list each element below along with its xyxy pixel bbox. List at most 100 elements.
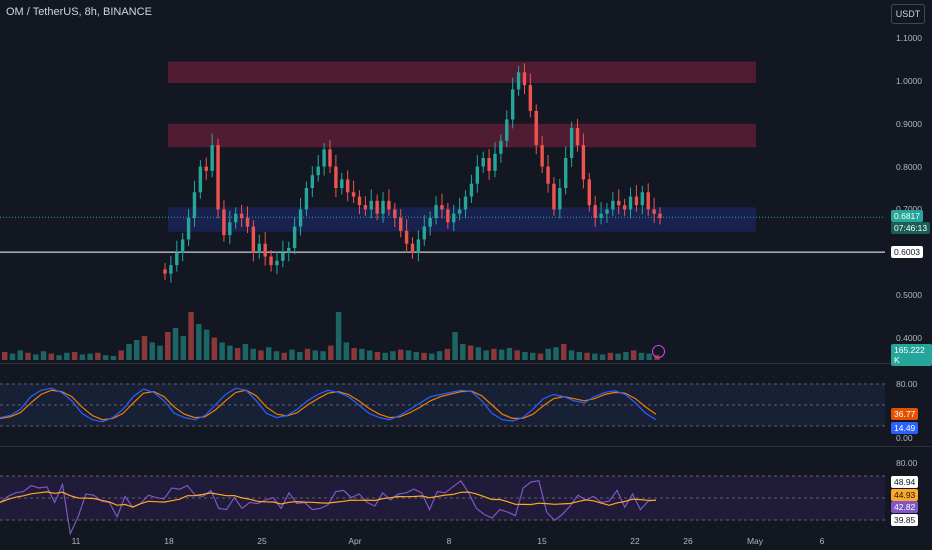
candle-body bbox=[245, 218, 250, 227]
current-price-badge: 0.6817 bbox=[891, 210, 923, 222]
candle-body bbox=[263, 243, 267, 257]
candle-body bbox=[658, 213, 662, 218]
volume-bar bbox=[506, 348, 513, 360]
volume-bar bbox=[452, 332, 458, 360]
symbol-title: OM / TetherUS, 8h, BINANCE bbox=[6, 6, 152, 18]
time-label: 22 bbox=[630, 536, 640, 546]
time-label: May bbox=[746, 536, 764, 546]
volume-bar bbox=[134, 340, 140, 360]
candle-body bbox=[516, 72, 521, 90]
candle-body bbox=[552, 183, 556, 210]
time-label: 6 bbox=[819, 536, 825, 546]
volume-bar bbox=[149, 342, 155, 360]
price-tick: 0.8000 bbox=[896, 162, 922, 172]
candle-body bbox=[363, 205, 368, 210]
candle-body bbox=[434, 205, 438, 218]
candle-body bbox=[446, 209, 450, 223]
candle-body bbox=[440, 205, 444, 210]
volume-bar bbox=[33, 354, 39, 360]
candle-body bbox=[322, 149, 326, 167]
volume-bar bbox=[561, 344, 567, 360]
volume-bar bbox=[359, 348, 365, 360]
candle-body bbox=[528, 85, 533, 111]
volume-bar bbox=[203, 329, 210, 360]
volume-bar bbox=[421, 352, 427, 360]
rsi-tick: 80.00 bbox=[896, 458, 918, 468]
volume-bar bbox=[599, 354, 606, 360]
candle-body bbox=[587, 179, 591, 206]
volume-bar bbox=[530, 352, 536, 360]
candle-body bbox=[351, 192, 356, 197]
volume-bar bbox=[273, 351, 280, 360]
candle-body bbox=[275, 260, 279, 266]
volume-bar bbox=[71, 352, 78, 360]
currency-button[interactable]: USDT bbox=[891, 4, 925, 24]
volume-bar bbox=[17, 350, 23, 360]
volume-bar bbox=[266, 347, 272, 360]
candle-body bbox=[599, 213, 603, 218]
volume-bar bbox=[444, 348, 451, 360]
candle-body bbox=[328, 149, 332, 167]
volume-bar bbox=[436, 351, 443, 360]
volume-bar bbox=[584, 352, 590, 360]
candle-body bbox=[404, 230, 409, 244]
price-tick: 1.0000 bbox=[896, 76, 922, 86]
candle-body bbox=[581, 145, 586, 180]
candle-body bbox=[540, 145, 544, 167]
rsi-band bbox=[0, 476, 885, 520]
candle-body bbox=[292, 226, 297, 248]
candle-body bbox=[564, 158, 568, 188]
candle-body bbox=[204, 166, 208, 171]
candle-body bbox=[216, 145, 220, 210]
volume-bar bbox=[196, 324, 202, 360]
volume-bar bbox=[234, 348, 241, 360]
price-tick: 1.1000 bbox=[896, 33, 922, 43]
price-tick: 0.9000 bbox=[896, 119, 922, 129]
price-zone bbox=[168, 207, 756, 232]
volume-bar bbox=[40, 351, 47, 360]
volume-bar bbox=[188, 312, 194, 360]
volume-bar bbox=[102, 355, 109, 360]
time-label: 25 bbox=[257, 536, 267, 546]
candle-body bbox=[569, 128, 574, 158]
volume-bar bbox=[343, 342, 350, 360]
candle-body bbox=[234, 213, 238, 223]
volume-bar bbox=[568, 350, 575, 360]
volume-bar bbox=[537, 353, 544, 360]
volume-bar bbox=[390, 351, 396, 360]
candle-body bbox=[469, 183, 474, 197]
candle-body bbox=[340, 179, 344, 188]
stoch-k-badge: 36.77 bbox=[891, 408, 919, 420]
volume-bar bbox=[172, 328, 179, 360]
candle-body bbox=[499, 140, 503, 154]
volume-bar bbox=[126, 344, 132, 360]
candle-body bbox=[487, 158, 491, 171]
time-label: 8 bbox=[446, 536, 452, 546]
volume-bar bbox=[79, 354, 86, 360]
candle-body bbox=[222, 209, 226, 236]
time-label: 26 bbox=[683, 536, 693, 546]
volume-bar bbox=[335, 312, 342, 360]
volume-bar bbox=[646, 353, 652, 360]
volume-bar bbox=[592, 353, 598, 360]
candle-body bbox=[251, 226, 256, 253]
pane-separator-2[interactable] bbox=[0, 446, 932, 447]
candle-body bbox=[298, 209, 303, 227]
pane-separator-1[interactable] bbox=[0, 363, 932, 364]
candle-body bbox=[198, 166, 203, 193]
volume-bar bbox=[312, 350, 319, 360]
volume-bar bbox=[48, 353, 55, 360]
candle-body bbox=[505, 119, 509, 141]
volume-badge: 165.222 K bbox=[891, 344, 932, 366]
lightning-icon[interactable] bbox=[652, 345, 665, 358]
rsi-value-badge: 48.94 bbox=[891, 476, 919, 488]
candle-body bbox=[493, 153, 497, 171]
candle-body bbox=[180, 239, 185, 253]
candle-body bbox=[457, 209, 462, 214]
volume-bar bbox=[56, 355, 62, 360]
candle-body bbox=[628, 196, 633, 210]
candle-body bbox=[175, 252, 179, 266]
volume-bar bbox=[623, 352, 629, 360]
